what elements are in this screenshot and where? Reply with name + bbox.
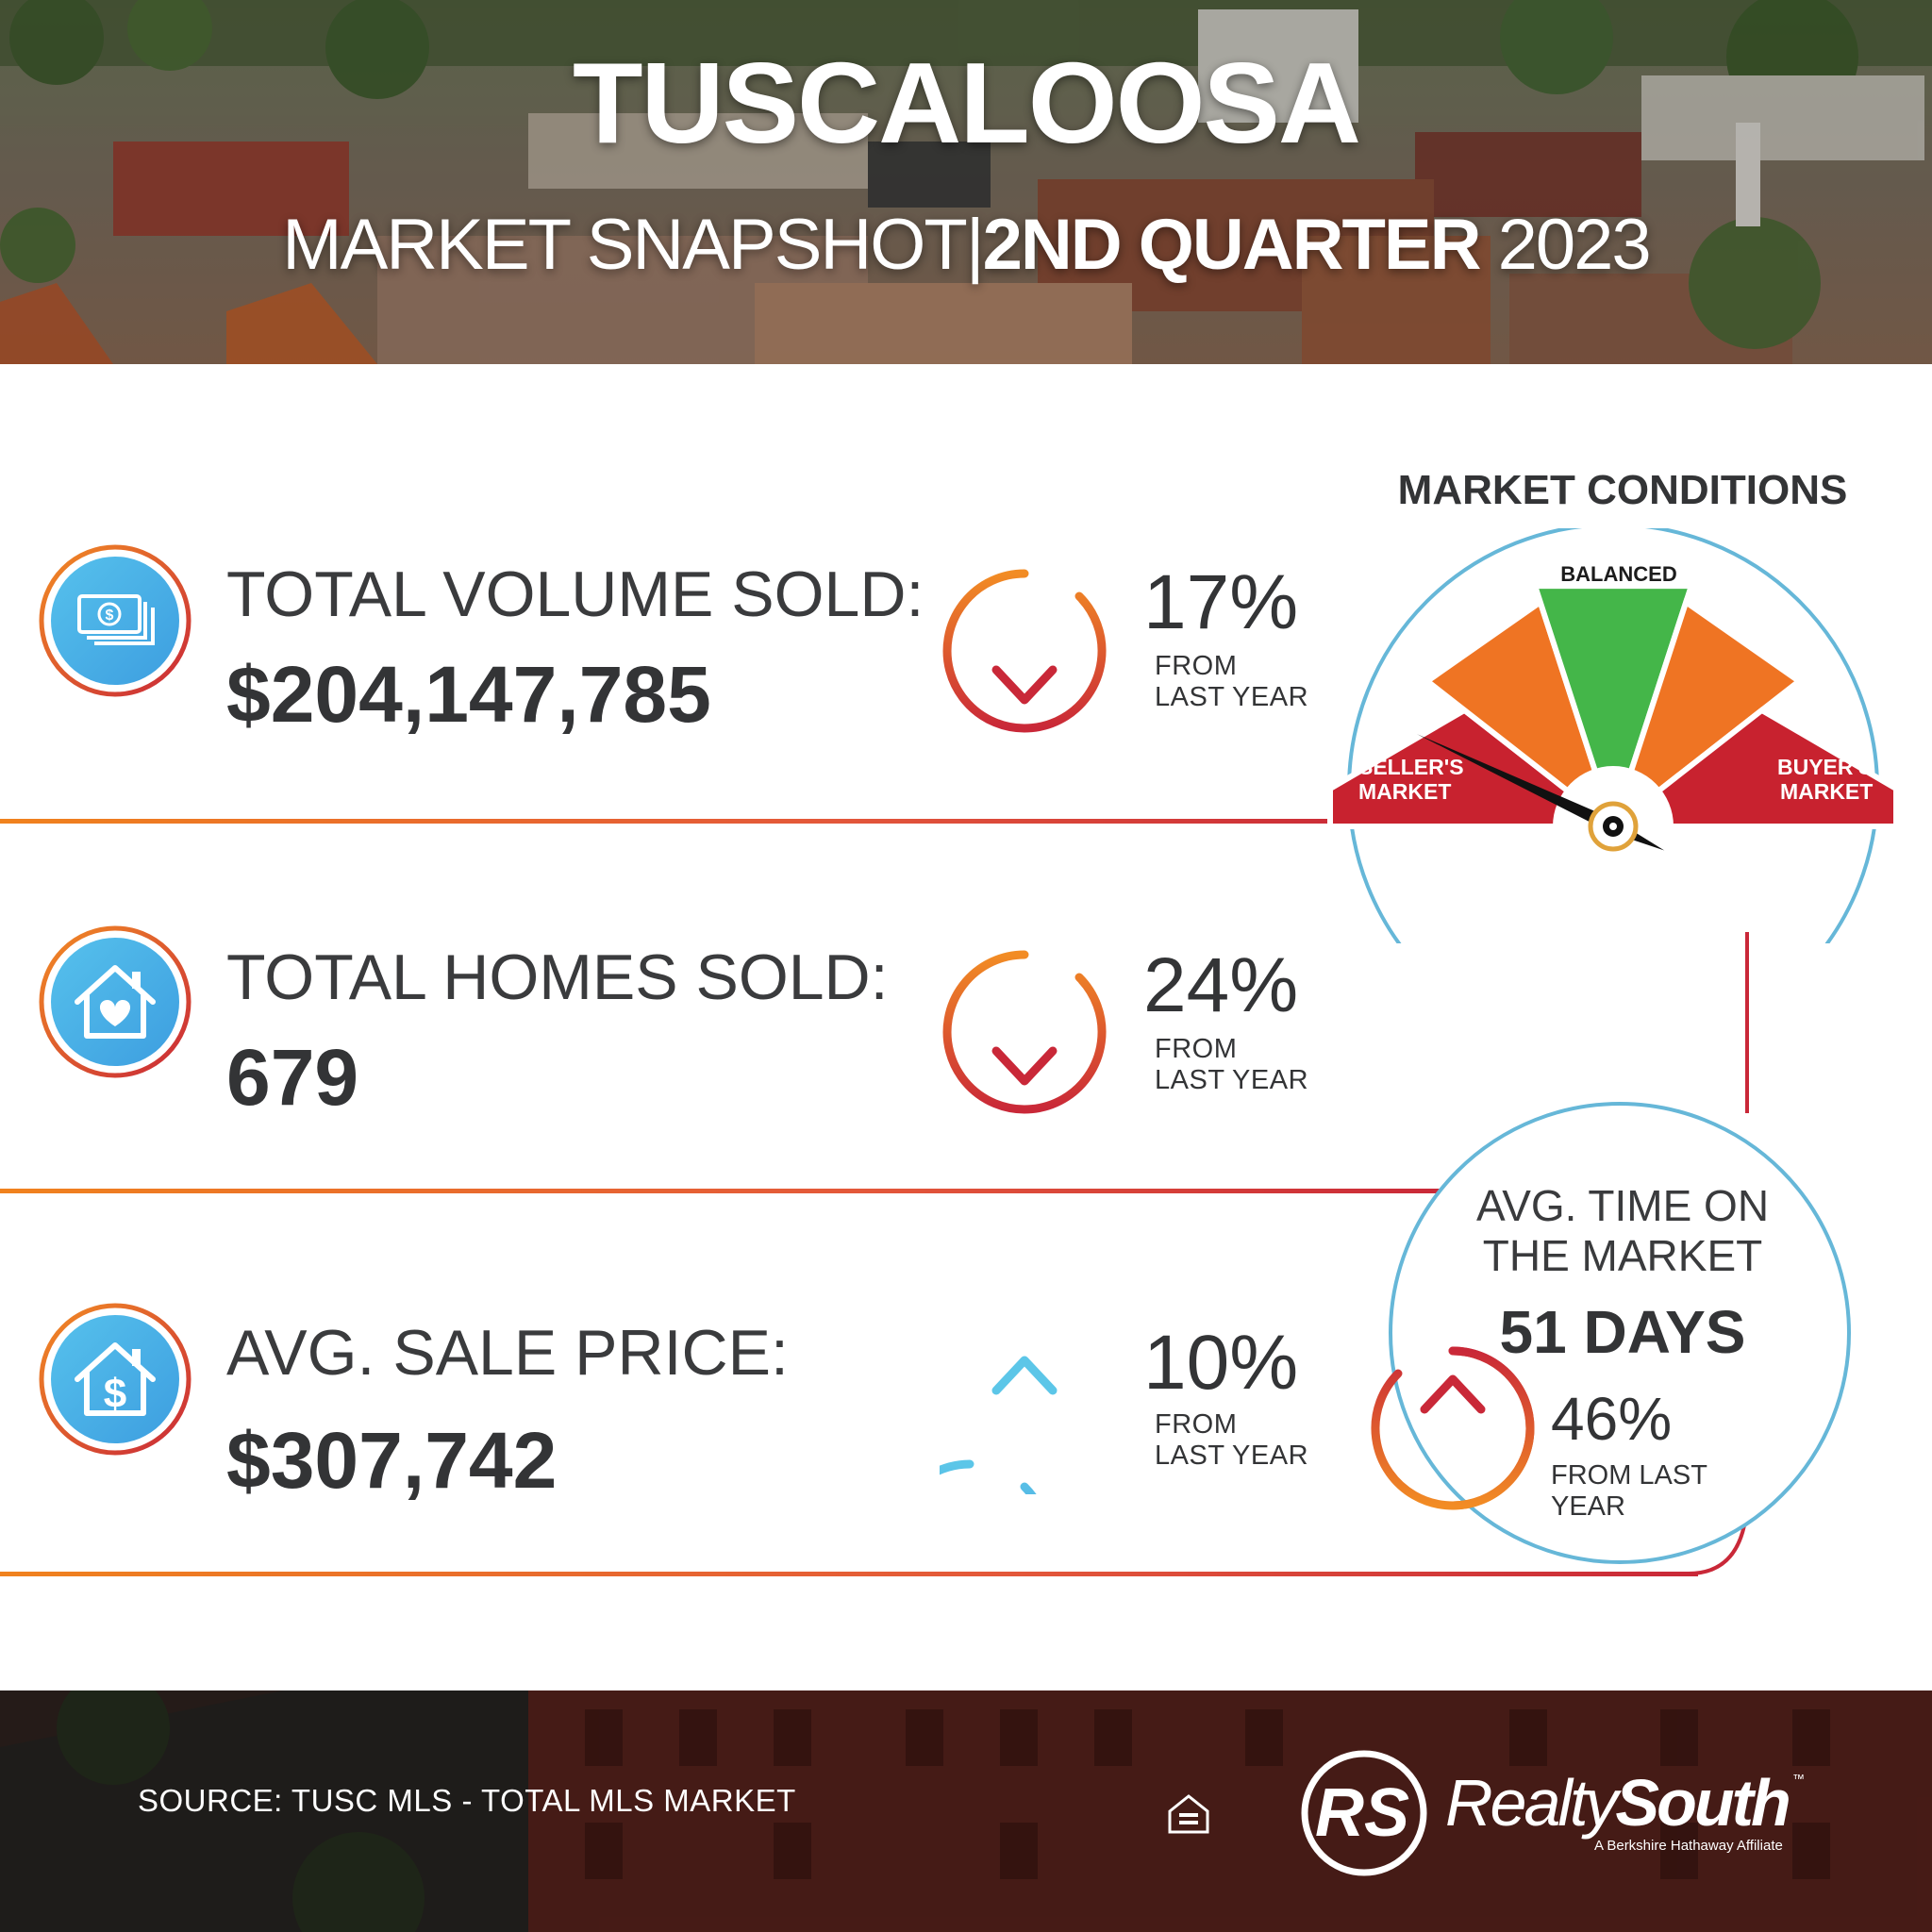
total-homes-label: TOTAL HOMES SOLD:	[226, 941, 889, 1013]
volume-change-pct: 17%	[1143, 559, 1299, 645]
homes-change-note: FROM LAST YEAR	[1155, 1034, 1308, 1097]
page-title: TUSCALOOSA	[573, 39, 1361, 167]
time-on-market-value: 51 DAYS	[1499, 1298, 1746, 1366]
logo-mark-text: RS	[1315, 1775, 1409, 1851]
market-conditions-gauge	[1327, 453, 1899, 943]
wordmark-bold: South	[1615, 1766, 1790, 1840]
price-change-note-line2: LAST YEAR	[1155, 1441, 1309, 1472]
time-on-market-title-line2: THE MARKET	[1482, 1230, 1763, 1280]
row-divider-2	[0, 1189, 1453, 1193]
homes-change-note-line2: LAST YEAR	[1155, 1065, 1309, 1096]
total-homes-value: 679	[226, 1033, 359, 1122]
realtysouth-logo-mark: RS	[1301, 1750, 1427, 1876]
time-on-market-title-line1: AVG. TIME ON	[1475, 1181, 1770, 1230]
total-volume-label: TOTAL VOLUME SOLD:	[226, 558, 924, 630]
subtitle-light: MARKET SNAPSHOT	[282, 205, 968, 285]
avg-sale-price-label: AVG. SALE PRICE:	[226, 1317, 789, 1389]
avg-sale-price-value: $307,742	[226, 1416, 558, 1505]
homes-change-pct: 24%	[1143, 942, 1299, 1028]
subtitle-year: 2023	[1497, 205, 1652, 285]
volume-change-note-line1: FROM	[1155, 651, 1238, 681]
aerial-city-photo	[0, 0, 1932, 364]
price-change-note-line1: FROM	[1155, 1409, 1238, 1440]
row-divider-3	[0, 1572, 1698, 1576]
house-heart-icon	[39, 925, 192, 1078]
footer-banner	[0, 1690, 1932, 1932]
time-change-note: FROM LAST YEAR	[1551, 1460, 1707, 1523]
time-change-pct: 46%	[1551, 1385, 1673, 1453]
gauge-label-sellers-line2: MARKET	[1358, 779, 1452, 805]
footer-photo	[0, 1690, 1932, 1932]
total-volume-value: $204,147,785	[226, 650, 711, 739]
subtitle-quarter: 2ND QUARTER	[982, 205, 1482, 285]
trademark: ™	[1792, 1772, 1805, 1786]
house-dollar-icon: $	[39, 1303, 192, 1456]
source-note: SOURCE: TUSC MLS - TOTAL MLS MARKET	[138, 1783, 796, 1818]
time-on-market-circle	[1389, 1102, 1851, 1564]
subtitle-separator: |	[965, 205, 985, 285]
volume-change-note-line2: LAST YEAR	[1155, 682, 1309, 713]
gauge-title-backdrop	[1387, 453, 1840, 528]
header-banner: TUSCALOOSA MARKET SNAPSHOT|2ND QUARTER 2…	[0, 0, 1932, 364]
gauge-label-buyers-line2: MARKET	[1779, 779, 1874, 805]
row-divider-1	[0, 819, 1396, 824]
svg-text:$: $	[104, 1371, 126, 1417]
gauge-label-buyers-line1: BUYER'S	[1777, 755, 1874, 779]
gauge-label-sellers-line1: SELLER'S	[1358, 755, 1464, 779]
wordmark-light: Realty	[1445, 1766, 1618, 1840]
gauge-title: MARKET CONDITIONS	[1397, 467, 1848, 513]
svg-text:$: $	[106, 608, 114, 624]
page-subtitle: MARKET SNAPSHOT|2ND QUARTER 2023	[0, 209, 1932, 281]
price-change-pct: 10%	[1143, 1320, 1299, 1406]
realtysouth-wordmark: RealtySouth	[1445, 1770, 1791, 1836]
gauge-label-balanced: BALANCED	[1560, 562, 1677, 586]
volume-change-note: FROM LAST YEAR	[1155, 651, 1308, 714]
gauge-label-buyers: BUYER'S MARKET	[1777, 755, 1873, 805]
arrow-down-icon	[942, 569, 1107, 733]
gauge-pivot-center	[1609, 823, 1617, 830]
homes-change-note-line1: FROM	[1155, 1034, 1238, 1064]
money-bills-icon: $	[39, 544, 192, 697]
arrow-down-icon	[942, 950, 1107, 1114]
equal-housing-icon	[1168, 1794, 1209, 1834]
logo-tagline: A Berkshire Hathaway Affiliate	[1594, 1838, 1783, 1854]
arrow-up-icon	[1371, 1346, 1535, 1510]
time-on-market-title: AVG. TIME ON THE MARKET	[1434, 1181, 1811, 1281]
gauge-label-sellers: SELLER'S MARKET	[1358, 755, 1464, 805]
price-change-note: FROM LAST YEAR	[1155, 1409, 1308, 1473]
arrow-up-icon	[940, 1356, 1058, 1494]
